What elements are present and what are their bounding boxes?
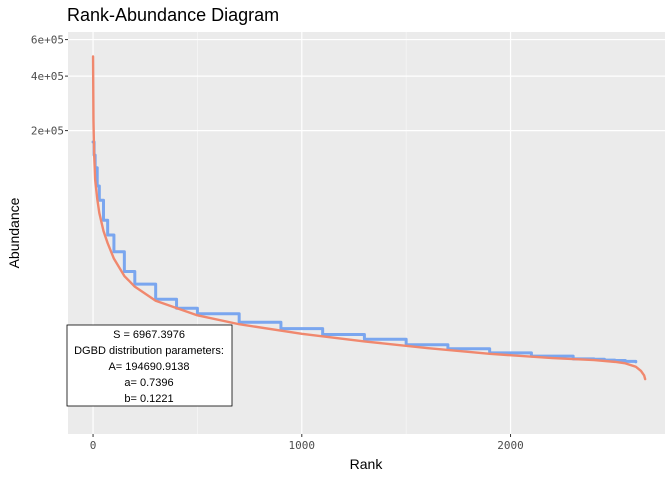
dgbd-fit-line [91, 55, 647, 381]
x-tick-label-1: 1000 [289, 439, 316, 452]
annotation-border [66, 324, 233, 407]
annotation-line-s: S = 6967.3976 [113, 329, 185, 341]
y-tick-label-2: 6e+05 [31, 34, 64, 47]
chart-title: Rank-Abundance Diagram [67, 5, 279, 25]
annotation-line-a: a= 0.7396 [124, 377, 173, 389]
annotation-line-a-cap: A= 194690.9138 [108, 361, 189, 373]
y-axis: 2e+05 4e+05 6e+05 [31, 34, 68, 138]
y-tick-label-0: 2e+05 [31, 125, 64, 138]
y-tick-label-1: 4e+05 [31, 70, 64, 83]
y-axis-title: Abundance [6, 197, 22, 268]
annotation-line-b: b= 0.1221 [124, 393, 173, 405]
annotation-box: S = 6967.3976 DGBD distribution paramete… [66, 324, 233, 407]
x-axis: 0 1000 2000 [90, 434, 524, 452]
annotation-line-heading: DGBD distribution parameters: [74, 345, 224, 357]
x-tick-label-0: 0 [90, 439, 97, 452]
x-axis-title: Rank [350, 456, 384, 472]
series-layer [91, 55, 647, 381]
x-tick-label-2: 2000 [497, 439, 524, 452]
